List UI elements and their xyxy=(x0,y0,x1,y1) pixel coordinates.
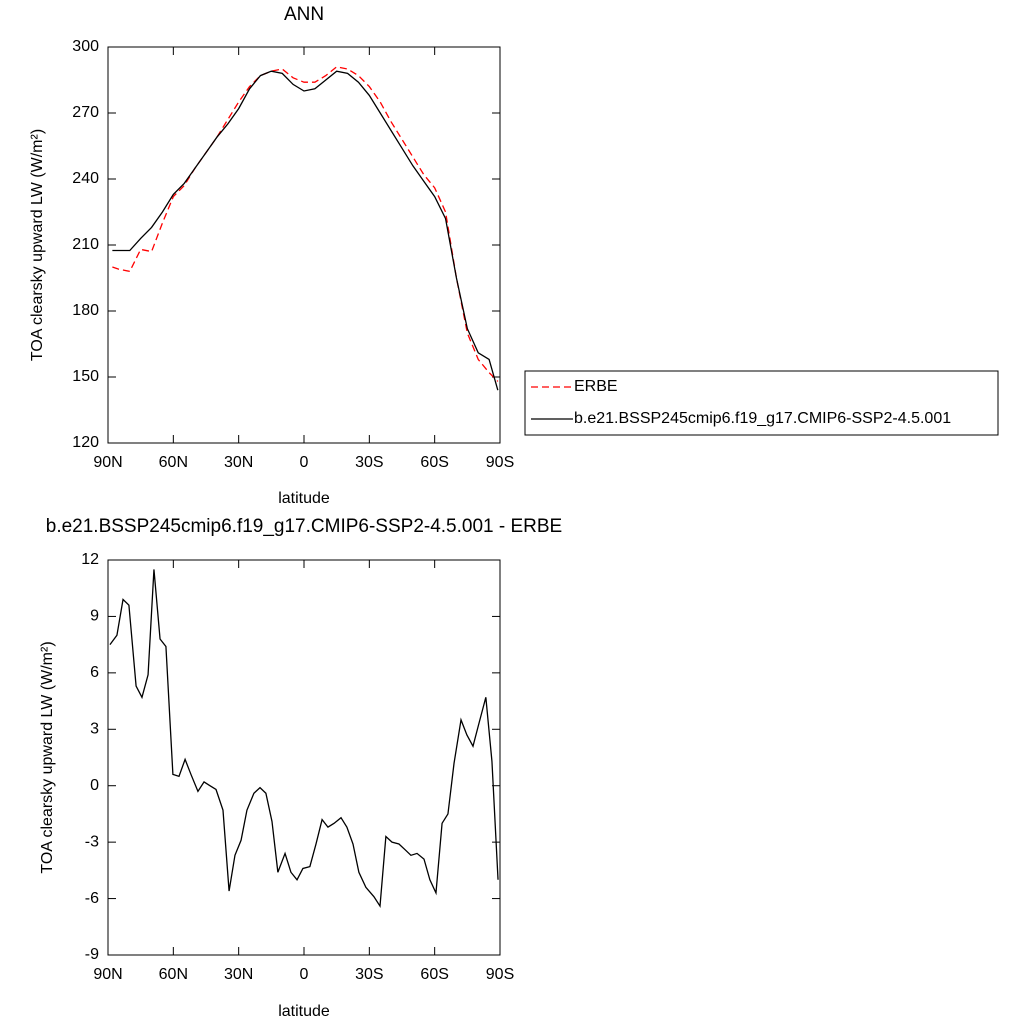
x-tick-label: 60N xyxy=(159,454,188,471)
legend-label: b.e21.BSSP245cmip6.f19_g17.CMIP6-SSP2-4.… xyxy=(574,410,951,427)
y-tick-label: 240 xyxy=(72,170,99,187)
y-tick-label: 9 xyxy=(90,608,99,625)
y-tick-label: -9 xyxy=(85,946,99,963)
data-line xyxy=(112,66,499,382)
plot-frame xyxy=(107,46,501,444)
x-axis-label: latitude xyxy=(278,490,330,507)
data-line xyxy=(109,569,499,909)
x-tick-label: 30S xyxy=(355,966,383,983)
chart-title: b.e21.BSSP245cmip6.f19_g17.CMIP6-SSP2-4.… xyxy=(46,516,562,537)
x-tick-label: 30N xyxy=(224,966,253,983)
x-tick-label: 30S xyxy=(355,454,383,471)
y-tick-label: 3 xyxy=(90,721,99,738)
x-tick-label: 0 xyxy=(300,454,309,471)
y-tick-label: 180 xyxy=(72,302,99,319)
y-tick-label: 0 xyxy=(90,777,99,794)
y-axis-label: TOA clearsky upward LW (W/m²) xyxy=(39,641,56,873)
y-tick-label: 6 xyxy=(90,664,99,681)
x-tick-label: 0 xyxy=(300,966,309,983)
chart-title: ANN xyxy=(284,4,324,25)
x-tick-label: 60S xyxy=(420,454,448,471)
x-tick-label: 90S xyxy=(486,966,514,983)
y-tick-label: 12 xyxy=(81,551,99,568)
x-axis-label: latitude xyxy=(278,1003,330,1020)
y-tick-label: 210 xyxy=(72,236,99,253)
y-tick-label: -3 xyxy=(85,833,99,850)
legend-box xyxy=(524,370,999,436)
data-line xyxy=(112,70,499,391)
y-tick-label: 300 xyxy=(72,38,99,55)
y-tick-label: -6 xyxy=(85,890,99,907)
y-axis-label: TOA clearsky upward LW (W/m²) xyxy=(29,129,46,361)
y-tick-label: 120 xyxy=(72,434,99,451)
plot-frame xyxy=(107,559,501,956)
x-tick-label: 60S xyxy=(420,966,448,983)
x-tick-label: 90N xyxy=(93,454,122,471)
y-tick-label: 270 xyxy=(72,104,99,121)
x-tick-label: 60N xyxy=(159,966,188,983)
y-tick-label: 150 xyxy=(72,368,99,385)
x-tick-label: 30N xyxy=(224,454,253,471)
legend-label: ERBE xyxy=(574,378,618,395)
x-tick-label: 90S xyxy=(486,454,514,471)
x-tick-label: 90N xyxy=(93,966,122,983)
